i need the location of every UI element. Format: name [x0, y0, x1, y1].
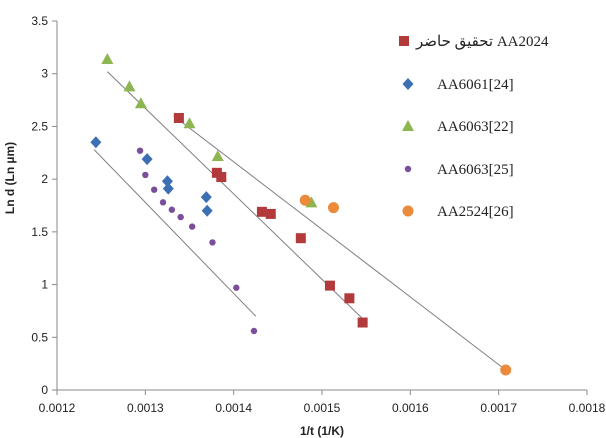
x-tick-label: 0.0013: [127, 401, 164, 415]
data-point-s0-8: [357, 317, 368, 328]
data-point-s3-0: [136, 147, 144, 154]
legend-marker-3: [404, 165, 412, 173]
y-tick-label: 3: [41, 67, 48, 81]
data-point-s3-7: [209, 239, 216, 246]
data-point-s3-1: [142, 171, 149, 179]
legend-label-3: AA6063[25]: [437, 162, 514, 178]
x-tick-label: 0.0015: [304, 401, 341, 415]
legend-marker-0: [399, 36, 409, 46]
data-point-s2-1: [123, 80, 136, 92]
data-point-s0-2: [216, 172, 227, 183]
data-point-s0-0: [173, 112, 184, 123]
trendline: [93, 149, 257, 317]
data-point-s1-1: [141, 153, 153, 166]
data-point-s4-0: [299, 194, 311, 206]
data-point-s4-2: [500, 364, 512, 376]
legend-marker-2: [402, 120, 414, 131]
data-point-s1-2: [161, 175, 173, 188]
data-point-s1-3: [162, 182, 174, 195]
legend-marker-4: [402, 205, 414, 217]
data-point-s4-1: [327, 202, 339, 214]
axes: 0 0.5 1 1.5 2 2.5 3 3.5 0.0012 0.0013 0.0014 0.0015…: [31, 14, 605, 415]
y-tick-label: 1: [41, 278, 48, 292]
legend-label-0: تحقيق حاضر AA2024: [415, 34, 549, 50]
legend-marker-1: [402, 78, 414, 90]
data-point-s2-3: [183, 117, 196, 129]
x-tick-label: 0.0018: [569, 401, 606, 415]
data-point-s0-3: [256, 206, 267, 217]
y-tick-label: 0.5: [31, 330, 48, 344]
x-tick-label: 0.0017: [480, 401, 517, 415]
trendline: [173, 115, 507, 371]
data-point-s0-7: [344, 293, 355, 304]
data-point-s3-4: [168, 206, 176, 213]
data-point-s1-4: [200, 191, 212, 204]
data-point-s2-0: [101, 52, 114, 64]
legend-label-4: AA2524[26]: [437, 204, 514, 220]
trendlines: [93, 71, 507, 371]
data-point-s3-9: [250, 327, 258, 335]
y-tick-label: 1.5: [31, 225, 48, 239]
y-tick-label: 0: [41, 383, 48, 397]
data-point-s1-5: [201, 204, 213, 217]
data-point-s3-8: [233, 284, 240, 291]
data-point-s0-6: [324, 280, 335, 291]
data-point-s3-2: [150, 186, 158, 193]
x-tick-label: 0.0016: [392, 401, 429, 415]
y-tick-label: 2.5: [31, 119, 48, 133]
data-point-s3-5: [177, 213, 184, 221]
legend: تحقيق حاضر AA2024 AA6061[24] AA6063[22] AA6…: [399, 34, 549, 220]
y-axis-title: Ln d (Ln µm): [3, 142, 17, 214]
data-point-s2-2: [134, 97, 147, 109]
legend-label-2: AA6063[22]: [437, 119, 514, 135]
data-point-s0-4: [265, 208, 276, 219]
data-point-s1-0: [90, 136, 102, 149]
data-points: [90, 52, 512, 376]
data-point-s2-4: [211, 149, 224, 161]
legend-label-1: AA6061[24]: [437, 77, 514, 93]
x-axis-title: 1/t (1/K): [300, 424, 344, 438]
x-tick-label: 0.0012: [39, 401, 76, 415]
data-point-s3-3: [159, 199, 167, 206]
trendline: [107, 71, 365, 321]
data-point-s0-5: [295, 233, 306, 244]
y-tick-label: 2: [41, 172, 48, 186]
data-point-s3-6: [188, 223, 196, 230]
x-tick-label: 0.0014: [215, 401, 252, 415]
y-tick-label: 3.5: [31, 14, 48, 28]
